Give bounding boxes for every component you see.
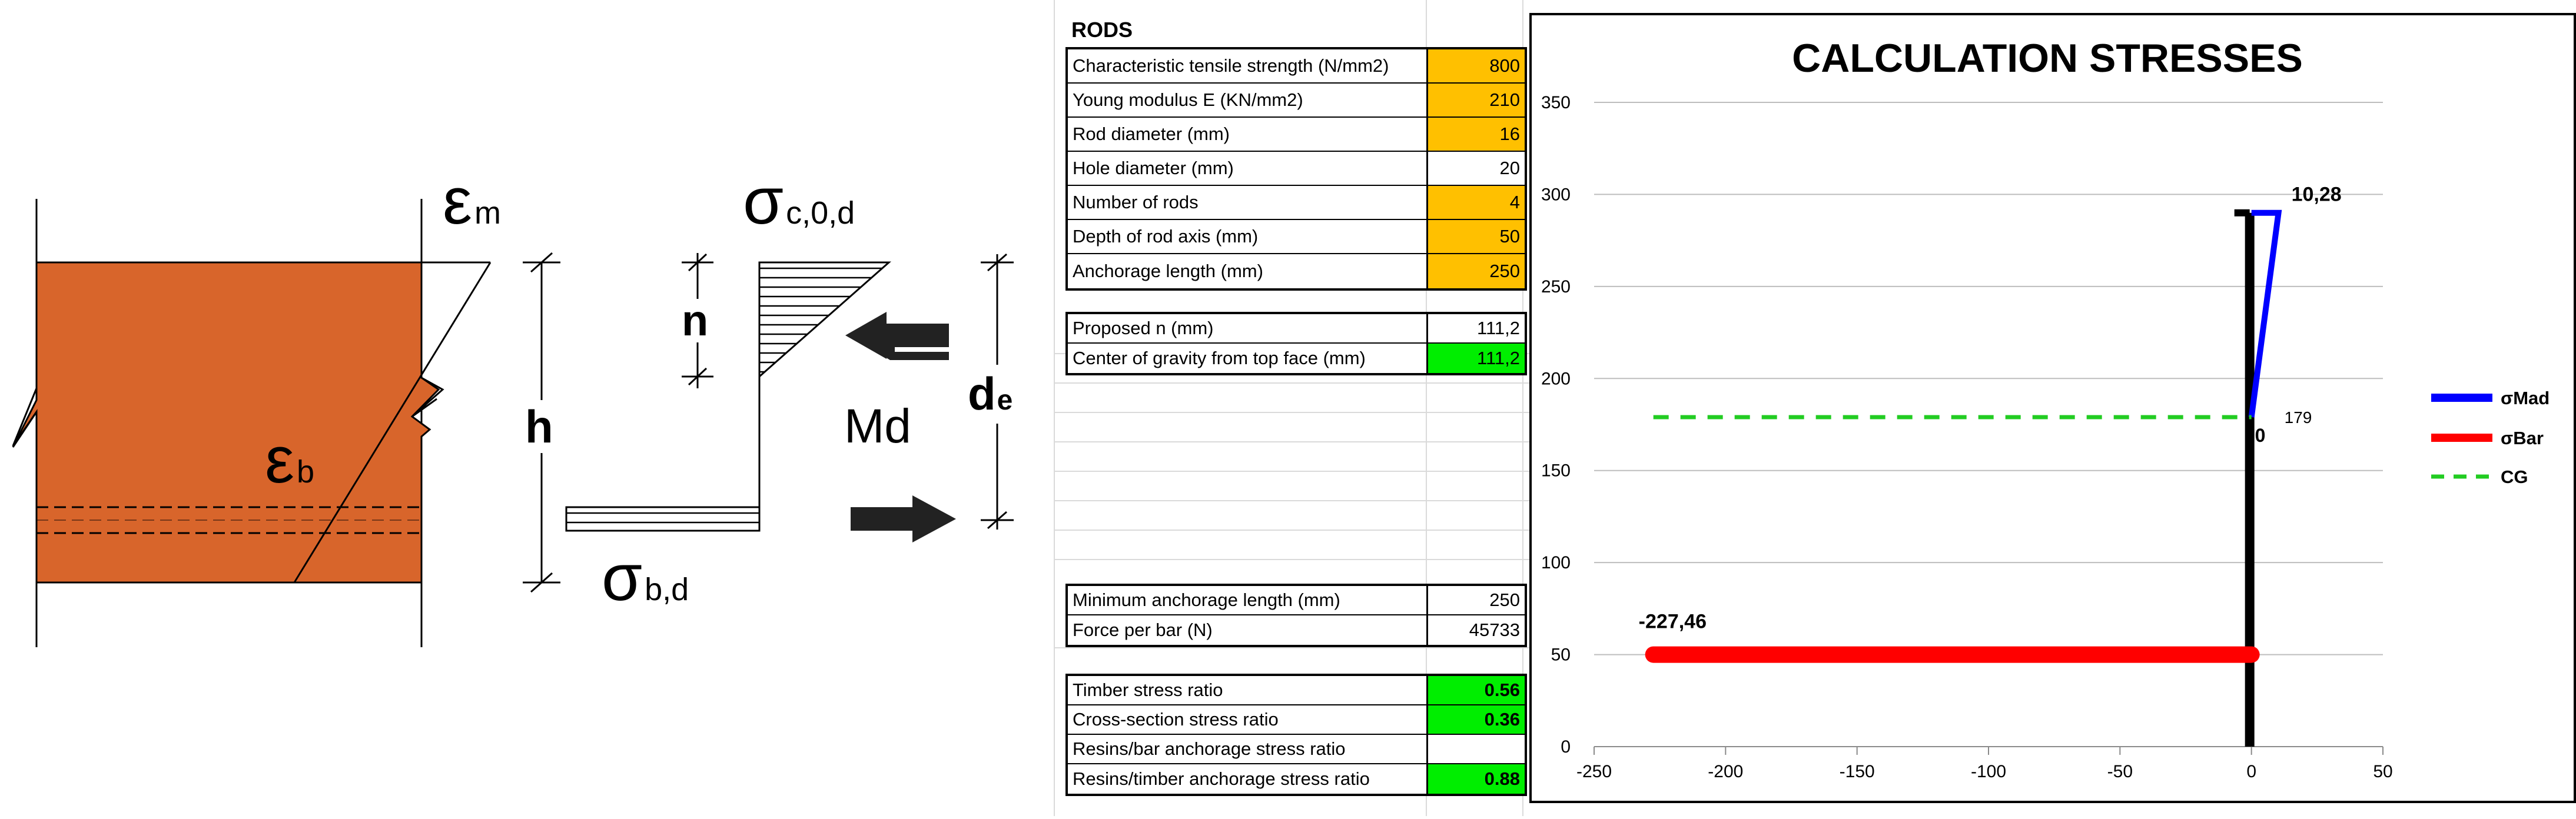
row-label: Minimum anchorage length (mm): [1068, 586, 1428, 614]
y-tick-label: 50: [1551, 645, 1571, 665]
y-tick-label: 150: [1541, 461, 1571, 481]
data-label: 0: [2255, 425, 2266, 446]
cross-section-diagram: εm εb h n σc,0,d σb,d Md: [0, 0, 1054, 816]
geometry-table: Proposed n (mm) 111,2 Center of gravity fr…: [1065, 312, 1527, 375]
value-cell[interactable]: 20: [1428, 152, 1525, 185]
value-cell[interactable]: 0.36: [1428, 705, 1525, 734]
table-row: Resins/bar anchorage stress ratio: [1068, 735, 1525, 764]
table-row: Anchorage length (mm) 250: [1068, 254, 1525, 288]
y-tick-label: 0: [1561, 737, 1571, 757]
row-label: Young modulus E (KN/mm2): [1068, 84, 1428, 116]
value-cell[interactable]: 250: [1428, 254, 1525, 288]
table-row: Depth of rod axis (mm) 50: [1068, 220, 1525, 254]
epsilon-b-label: εb: [265, 423, 314, 497]
value-cell[interactable]: 0.56: [1428, 676, 1525, 704]
bar-tension-block: [565, 506, 761, 532]
calculation-stresses-chart: CALCULATION STRESSES 0 50 100 150 200 250 300 3…: [1529, 13, 2576, 803]
x-tick-label: 50: [2373, 762, 2392, 781]
chart-svg: CALCULATION STRESSES 0 50 100 150 200 250 300 3…: [1529, 13, 2576, 803]
row-label: Center of gravity from top face (mm): [1068, 344, 1428, 373]
table-row: Hole diameter (mm) 20: [1068, 152, 1525, 186]
break-mark-right: [411, 377, 444, 418]
table-row: Minimum anchorage length (mm) 250: [1068, 586, 1525, 615]
row-label: Cross-section stress ratio: [1068, 705, 1428, 734]
row-label: Anchorage length (mm): [1068, 254, 1428, 288]
value-cell[interactable]: 50: [1428, 220, 1525, 253]
table-row: Cross-section stress ratio 0.36: [1068, 705, 1525, 735]
value-cell[interactable]: 800: [1428, 49, 1525, 82]
x-tick-label: -100: [1971, 762, 2006, 781]
y-tick-label: 200: [1541, 369, 1571, 388]
table-row: Resins/timber anchorage stress ratio 0.88: [1068, 764, 1525, 794]
timber-block: [12, 261, 440, 584]
row-label: Hole diameter (mm): [1068, 152, 1428, 185]
row-label: Timber stress ratio: [1068, 676, 1428, 704]
value-cell[interactable]: 0.88: [1428, 764, 1525, 794]
y-tick-label: 100: [1541, 553, 1571, 572]
sigma-c-label: σc,0,d: [743, 164, 855, 238]
x-tick-label: -200: [1708, 762, 1743, 781]
legend-label: σMad: [2501, 388, 2550, 408]
value-cell[interactable]: 111,2: [1428, 344, 1525, 373]
row-label: Proposed n (mm): [1068, 314, 1428, 342]
value-cell[interactable]: 4: [1428, 186, 1525, 219]
results-table: Minimum anchorage length (mm) 250 Force pe…: [1065, 584, 1527, 647]
de-label: de: [968, 368, 1013, 420]
row-label: Rod diameter (mm): [1068, 118, 1428, 151]
x-tick-label: -150: [1840, 762, 1875, 781]
legend-label: CG: [2501, 467, 2528, 487]
x-tick-label: 0: [2246, 762, 2256, 781]
tension-arrow-shaft: [851, 507, 914, 531]
series-line-σMad: [2248, 209, 2282, 418]
break-mark-left: [12, 388, 38, 447]
value-cell[interactable]: 16: [1428, 118, 1525, 151]
chart-title: CALCULATION STRESSES: [1792, 36, 2303, 81]
value-cell[interactable]: 45733: [1428, 615, 1525, 645]
row-label: Depth of rod axis (mm): [1068, 220, 1428, 253]
row-label: Number of rods: [1068, 186, 1428, 219]
row-label: Resins/timber anchorage stress ratio: [1068, 764, 1428, 794]
chart-frame: [1529, 13, 2576, 803]
x-tick-label: -50: [2107, 762, 2133, 781]
table-row: Proposed n (mm) 111,2: [1068, 314, 1525, 344]
legend-label: σBar: [2501, 428, 2544, 448]
table-row: Young modulus E (KN/mm2) 210: [1068, 84, 1525, 118]
data-label: -227,46: [1639, 611, 1707, 633]
stress-ratios-table: Timber stress ratio 0.56 Cross-section str…: [1065, 674, 1527, 796]
diagram-svg: εm εb h n σc,0,d σb,d Md: [12, 164, 1025, 647]
md-label: Md: [844, 399, 911, 453]
n-label: n: [682, 296, 708, 345]
table-row: Characteristic tensile strength (N/mm2) 8…: [1068, 49, 1525, 84]
y-tick-label: 300: [1541, 185, 1571, 204]
tension-arrow-head: [912, 495, 956, 542]
row-label: Force per bar (N): [1068, 615, 1428, 645]
table-row: Rod diameter (mm) 16: [1068, 118, 1525, 152]
data-label: 179: [2285, 408, 2312, 427]
table-row: Timber stress ratio 0.56: [1068, 676, 1525, 705]
epsilon-m-label: εm: [443, 164, 501, 238]
table-row: Number of rods 4: [1068, 186, 1525, 220]
spreadsheet-panel: RODS Characteristic tensile strength (N/…: [1054, 0, 1531, 816]
compression-stress-block: [758, 261, 891, 379]
row-label: Resins/bar anchorage stress ratio: [1068, 735, 1428, 763]
table-row: Force per bar (N) 45733: [1068, 615, 1525, 645]
compression-arrow-head: [845, 312, 887, 359]
rod-inputs-table: Characteristic tensile strength (N/mm2) 8…: [1065, 47, 1527, 291]
y-tick-label: 350: [1541, 93, 1571, 112]
row-label: Characteristic tensile strength (N/mm2): [1068, 49, 1428, 82]
strain-line: [293, 262, 492, 583]
data-label: 10,28: [2292, 184, 2342, 206]
value-cell[interactable]: 210: [1428, 84, 1525, 116]
sigma-b-label: σb,d: [602, 541, 689, 614]
value-cell[interactable]: 111,2: [1428, 314, 1525, 342]
value-cell[interactable]: 250: [1428, 586, 1525, 614]
y-tick-label: 250: [1541, 277, 1571, 297]
table-row: Center of gravity from top face (mm) 111,…: [1068, 344, 1525, 373]
h-label: h: [525, 401, 553, 452]
x-tick-label: -250: [1576, 762, 1612, 781]
value-cell[interactable]: [1428, 735, 1525, 763]
rods-title: RODS: [1071, 18, 1133, 42]
